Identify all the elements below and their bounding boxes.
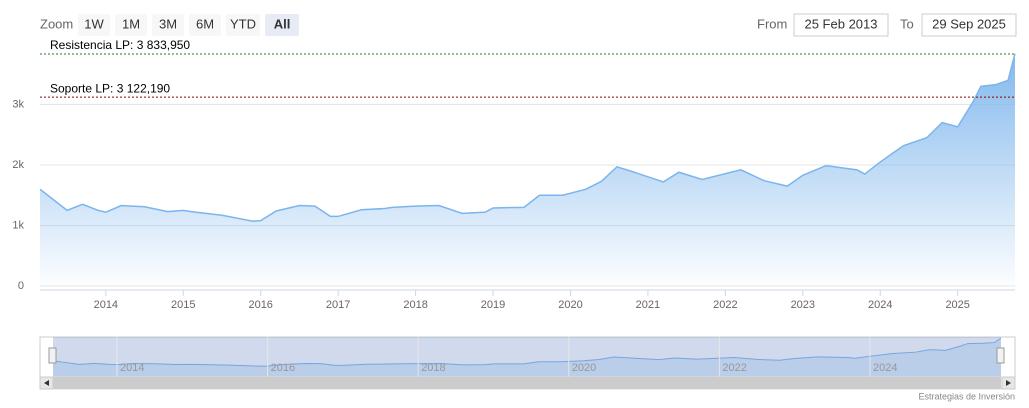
x-tick-label: 2016 [248, 299, 272, 311]
x-tick-label: 2015 [171, 299, 195, 311]
navigator-handle[interactable] [996, 347, 1005, 364]
y-tick-label: 2k [12, 159, 24, 171]
navigator-line [52, 337, 1002, 367]
y-tick-label: 0 [18, 280, 24, 292]
zoom-button-label[interactable]: 3M [159, 16, 177, 31]
zoom-button[interactable] [189, 14, 221, 36]
scrollbar-arrow [44, 380, 49, 386]
x-tick-label: 2014 [94, 299, 118, 311]
x-tick-label: 2022 [713, 299, 737, 311]
x-tick-label: 2019 [481, 299, 505, 311]
credits: Estrategias de Inversión [918, 391, 1015, 401]
plot-line-label: Resistencia LP: 3 833,950 [50, 38, 190, 52]
y-tick-label: 3k [12, 98, 24, 110]
x-tick-label: 2023 [791, 299, 815, 311]
to-input[interactable] [921, 13, 1017, 37]
scrollbar-thumb[interactable] [53, 377, 1001, 389]
navigator-tick-label: 2016 [271, 362, 295, 374]
navigator-tick-label: 2024 [873, 362, 897, 374]
x-tick-label: 2025 [945, 299, 969, 311]
price-line [39, 53, 1016, 223]
x-tick-label: 2021 [636, 299, 660, 311]
zoom-button-label[interactable]: All [274, 16, 291, 31]
navigator-handle[interactable] [48, 347, 57, 364]
navigator-tick-label: 2018 [421, 362, 445, 374]
zoom-label: Zoom [40, 16, 73, 31]
zoom-button-label[interactable]: 1M [122, 16, 140, 31]
navigator-mask [53, 337, 1001, 377]
x-tick-label: 2024 [868, 299, 892, 311]
scrollbar-arrow [1006, 380, 1011, 386]
zoom-button[interactable] [152, 14, 184, 36]
zoom-button-label[interactable]: 1W [84, 16, 104, 31]
from-label: From [757, 16, 787, 31]
navigator-tick-label: 2014 [120, 362, 144, 374]
plot-line-label: Soporte LP: 3 122,190 [50, 81, 170, 95]
zoom-button-label[interactable]: YTD [230, 16, 256, 31]
price-area [40, 53, 1015, 286]
navigator-area [53, 338, 1001, 377]
zoom-button[interactable] [265, 14, 299, 36]
zoom-button[interactable] [115, 14, 147, 36]
from-input[interactable] [793, 13, 889, 37]
x-tick-label: 2017 [326, 299, 350, 311]
zoom-button[interactable] [78, 14, 110, 36]
x-tick-label: 2018 [403, 299, 427, 311]
y-tick-label: 1k [12, 219, 24, 231]
zoom-button-label[interactable]: 6M [196, 16, 214, 31]
navigator-tick-label: 2020 [572, 362, 596, 374]
to-value[interactable]: 29 Sep 2025 [932, 16, 1006, 31]
zoom-button[interactable] [226, 14, 260, 36]
from-value[interactable]: 25 Feb 2013 [804, 16, 877, 31]
to-label: To [900, 16, 914, 31]
navigator-tick-label: 2022 [722, 362, 746, 374]
x-tick-label: 2020 [558, 299, 582, 311]
